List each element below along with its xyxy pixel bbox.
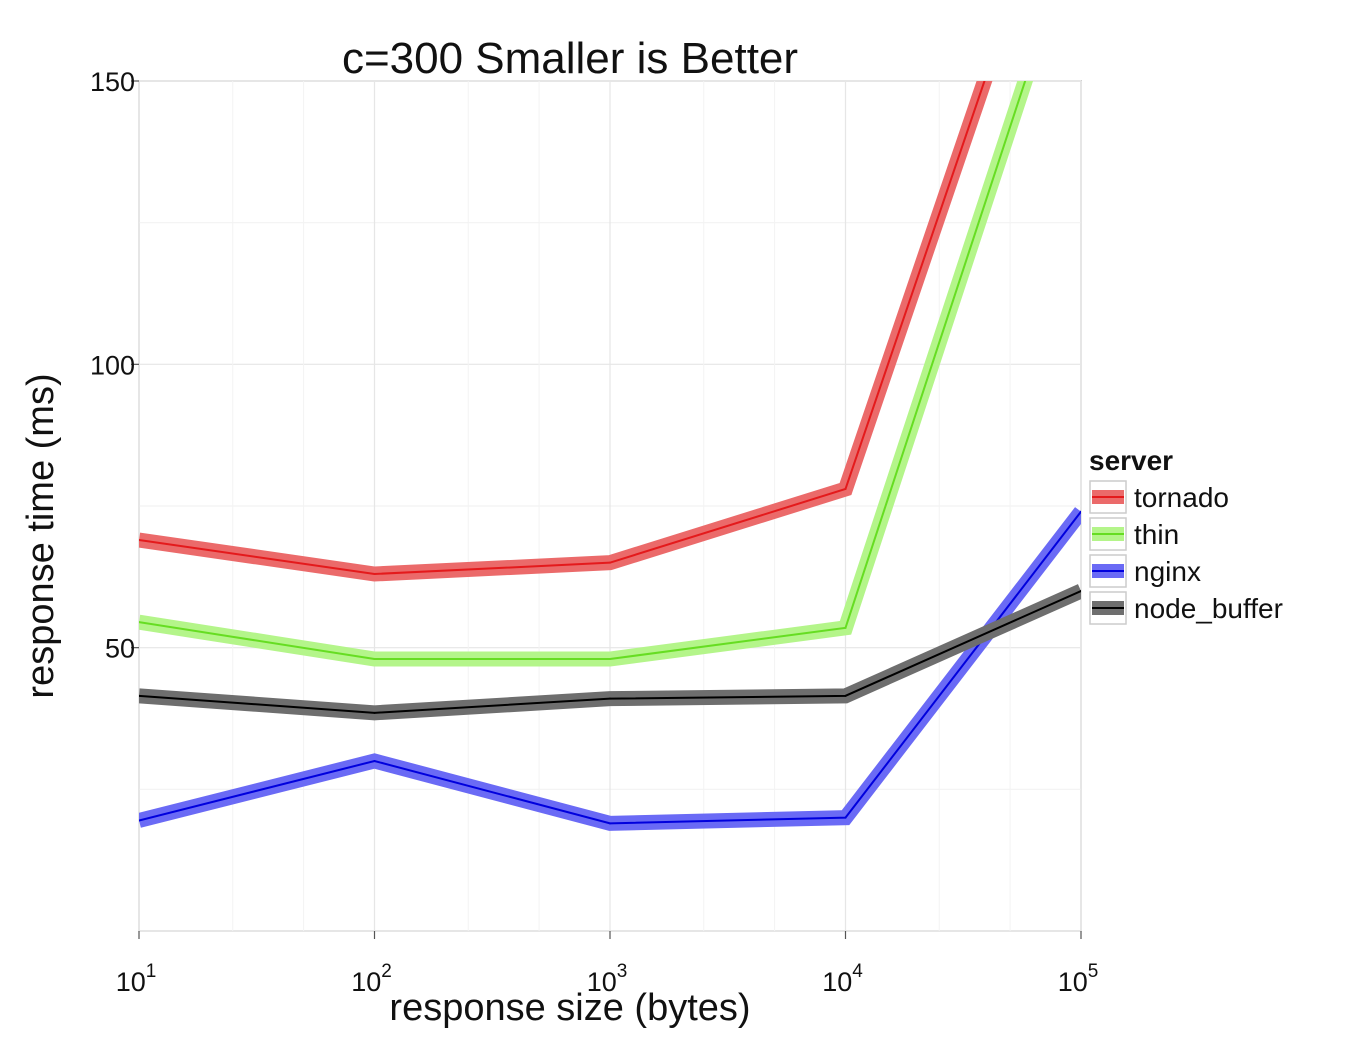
data-point-nginx xyxy=(609,822,611,825)
data-point-thin xyxy=(139,621,140,624)
x-axis-label: response size (bytes) xyxy=(389,987,750,1029)
chart-title: c=300 Smaller is Better xyxy=(342,34,798,83)
legend-label-tornado: tornado xyxy=(1134,482,1229,513)
data-point-nginx xyxy=(139,819,140,822)
axes: 50 100 150 101 102 103 104 105 xyxy=(90,67,1098,997)
data-point-tornado xyxy=(373,573,376,575)
data-point-nginx xyxy=(373,760,376,762)
x-tick-label: 103 xyxy=(587,961,628,997)
data-point-node_buffer xyxy=(373,711,376,714)
data-point-node_buffer xyxy=(139,694,140,697)
x-tick-label: 101 xyxy=(116,961,157,997)
legend-label-nginx: nginx xyxy=(1134,556,1201,587)
legend-label-node_buffer: node_buffer xyxy=(1134,593,1283,624)
data-point-thin xyxy=(373,658,376,660)
data-point-node_buffer xyxy=(1080,590,1081,592)
data-point-tornado xyxy=(139,539,140,541)
legend-label-thin: thin xyxy=(1134,519,1179,550)
data-point-nginx xyxy=(1080,510,1081,513)
y-tick-label: 150 xyxy=(90,67,135,97)
data-point-thin xyxy=(609,658,611,660)
y-axis-label: response time (ms) xyxy=(20,373,62,698)
data-point-tornado xyxy=(609,561,611,564)
legend-title: server xyxy=(1089,445,1173,476)
y-tick-label: 100 xyxy=(90,350,135,380)
data-point-thin xyxy=(844,626,847,629)
series-group xyxy=(139,81,1081,831)
data-point-node_buffer xyxy=(609,697,611,700)
data-point-tornado xyxy=(844,488,847,490)
x-tick-label: 102 xyxy=(351,961,392,997)
data-point-nginx xyxy=(844,816,847,819)
y-tick-label: 50 xyxy=(105,634,135,664)
grid-lines xyxy=(138,80,1082,932)
x-tick-label: 104 xyxy=(822,961,863,997)
data-point-node_buffer xyxy=(844,694,847,697)
x-tick-label: 105 xyxy=(1058,961,1099,997)
legend: server tornado thin nginx node_buffer xyxy=(1089,445,1283,625)
